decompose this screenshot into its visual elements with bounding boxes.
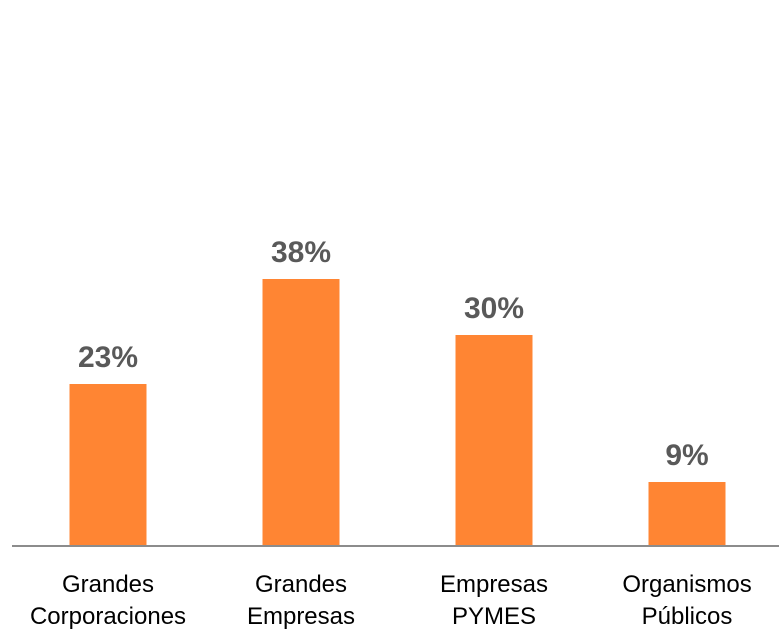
bar-2 [455,335,533,545]
data-label-2: 30% [464,292,524,325]
category-label-line: Grandes [62,571,154,598]
bar-1 [262,279,340,545]
category-label-line: Corporaciones [30,603,186,630]
bar-3 [648,482,726,545]
data-label-3: 9% [665,439,708,472]
data-label-0: 23% [78,341,138,374]
category-label-line: Grandes [255,571,347,598]
data-label-1: 38% [271,236,331,269]
bars-group [69,279,726,545]
category-label-line: Empresas [440,571,548,598]
category-label-1: Grandes Empresas [247,571,355,630]
category-label-3: Organismos Públicos [622,571,751,630]
category-label-line: Empresas [247,603,355,630]
category-label-line: PYMES [452,603,536,630]
bar-0 [69,384,147,545]
category-label-0: Grandes Corporaciones [30,571,186,630]
category-label-line: Organismos [622,571,751,598]
category-label-line: Públicos [642,603,733,630]
category-label-2: Empresas PYMES [440,571,548,630]
data-labels-group: 23% 38% 30% 9% [78,236,709,472]
